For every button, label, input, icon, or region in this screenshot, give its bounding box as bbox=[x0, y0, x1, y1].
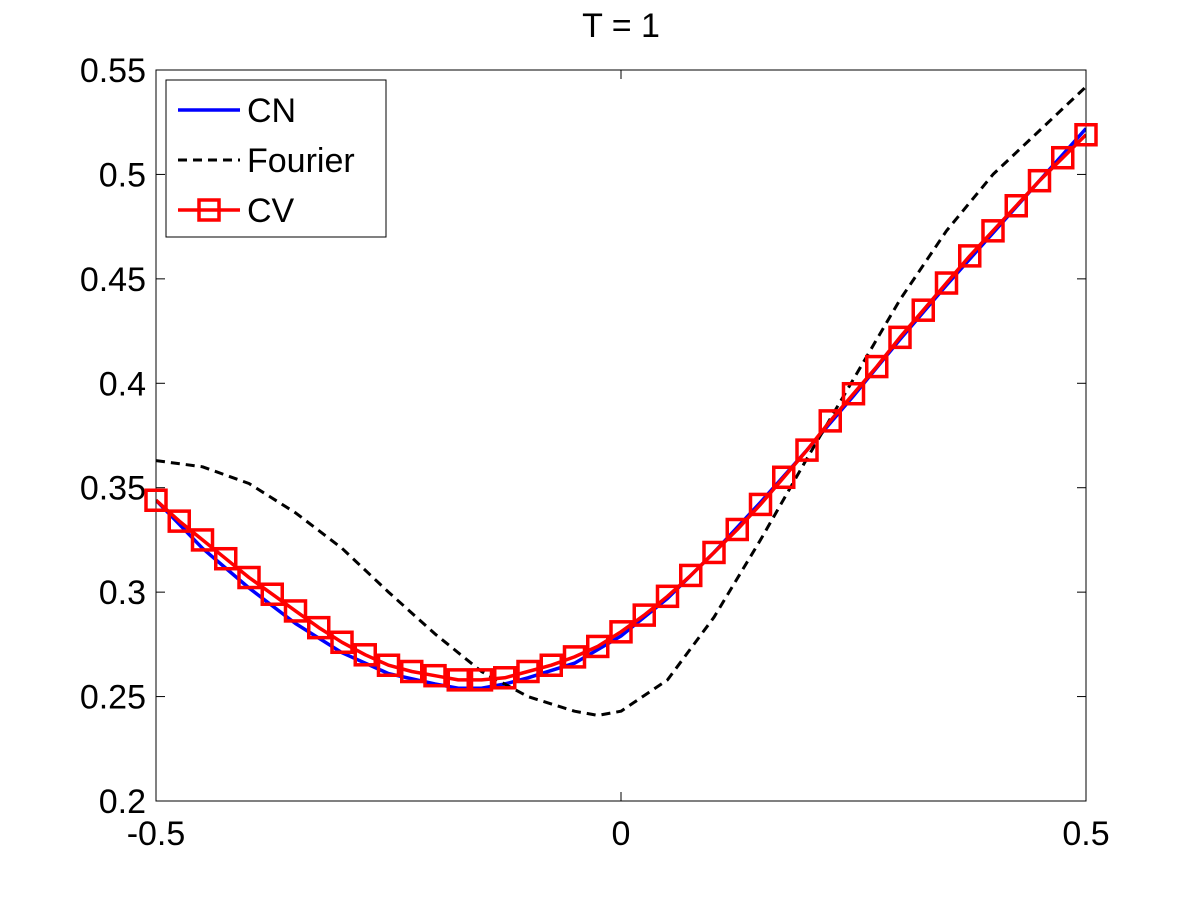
y-tick-label: 0.25 bbox=[80, 679, 146, 717]
cv-marker-point bbox=[144, 488, 168, 512]
cv-marker-point bbox=[167, 509, 191, 533]
cv-marker-point bbox=[841, 381, 866, 406]
cv-marker-point bbox=[516, 659, 540, 684]
cv-marker-point bbox=[353, 643, 377, 667]
cv-marker-point bbox=[190, 528, 215, 552]
cv-marker-point bbox=[469, 668, 494, 692]
cv-marker-point bbox=[632, 603, 656, 627]
cv-marker-point bbox=[1004, 194, 1028, 218]
y-tick-label: 0.55 bbox=[80, 52, 146, 90]
cv-marker-point bbox=[376, 653, 401, 677]
y-tick-label: 0.3 bbox=[99, 574, 146, 612]
cv-marker-point bbox=[493, 666, 517, 690]
cv-marker-point bbox=[748, 492, 773, 517]
cv-marker-point bbox=[958, 244, 982, 268]
cv-marker-point bbox=[539, 653, 563, 677]
cv-marker-point bbox=[865, 354, 889, 379]
cv-marker-point bbox=[586, 634, 610, 659]
cv-marker-point bbox=[725, 517, 749, 542]
x-tick-label: 0 bbox=[612, 815, 631, 853]
cv-marker-point bbox=[772, 465, 796, 490]
y-tick-label: 0.45 bbox=[80, 261, 146, 299]
cv-marker-point bbox=[934, 271, 959, 295]
x-tick-label: 0.5 bbox=[1062, 815, 1109, 853]
cv-marker-point bbox=[283, 599, 308, 623]
cv-marker-point bbox=[702, 540, 726, 565]
cv-marker-point bbox=[237, 565, 261, 590]
series-line-fourier bbox=[156, 85, 1086, 717]
x-tick-label: -0.5 bbox=[127, 815, 186, 853]
y-tick-label: 0.35 bbox=[80, 470, 146, 508]
cv-marker-point bbox=[307, 615, 331, 640]
y-tick-label: 0.2 bbox=[99, 783, 146, 821]
legend-label-fourier: Fourier bbox=[247, 142, 355, 180]
cv-marker-point bbox=[330, 630, 354, 655]
y-tick-label: 0.5 bbox=[99, 156, 146, 194]
legend-label-cv: CV bbox=[247, 192, 295, 230]
cv-marker-point bbox=[795, 438, 819, 462]
cv-marker-point bbox=[446, 668, 470, 692]
axes: 0.2 0.25 0.3 0.35 0.4 0.45 0.5 0.55 -0.5 0 0.5 bbox=[80, 52, 1110, 853]
cv-marker-point bbox=[1074, 122, 1098, 147]
chart-title: T = 1 bbox=[582, 7, 660, 45]
cv-marker-point bbox=[981, 219, 1005, 243]
legend-label-cn: CN bbox=[247, 92, 296, 130]
cv-marker-point bbox=[911, 298, 935, 322]
legend-marker-cv bbox=[197, 198, 221, 222]
cv-marker-point bbox=[609, 620, 633, 644]
cv-marker-point bbox=[1051, 145, 1075, 170]
cv-marker-point bbox=[260, 582, 284, 606]
legend: CN Fourier CV bbox=[165, 79, 387, 238]
cv-marker-point bbox=[400, 659, 424, 684]
cv-marker-point bbox=[655, 584, 680, 609]
cv-marker-point bbox=[888, 325, 912, 350]
cv-marker-point bbox=[562, 645, 587, 669]
cv-marker-point bbox=[1027, 168, 1052, 193]
cv-marker-point bbox=[679, 563, 703, 588]
cv-marker-point bbox=[214, 546, 238, 571]
y-tick-label: 0.4 bbox=[99, 365, 146, 403]
cv-marker-point bbox=[818, 409, 842, 433]
cv-marker-point bbox=[423, 663, 447, 688]
